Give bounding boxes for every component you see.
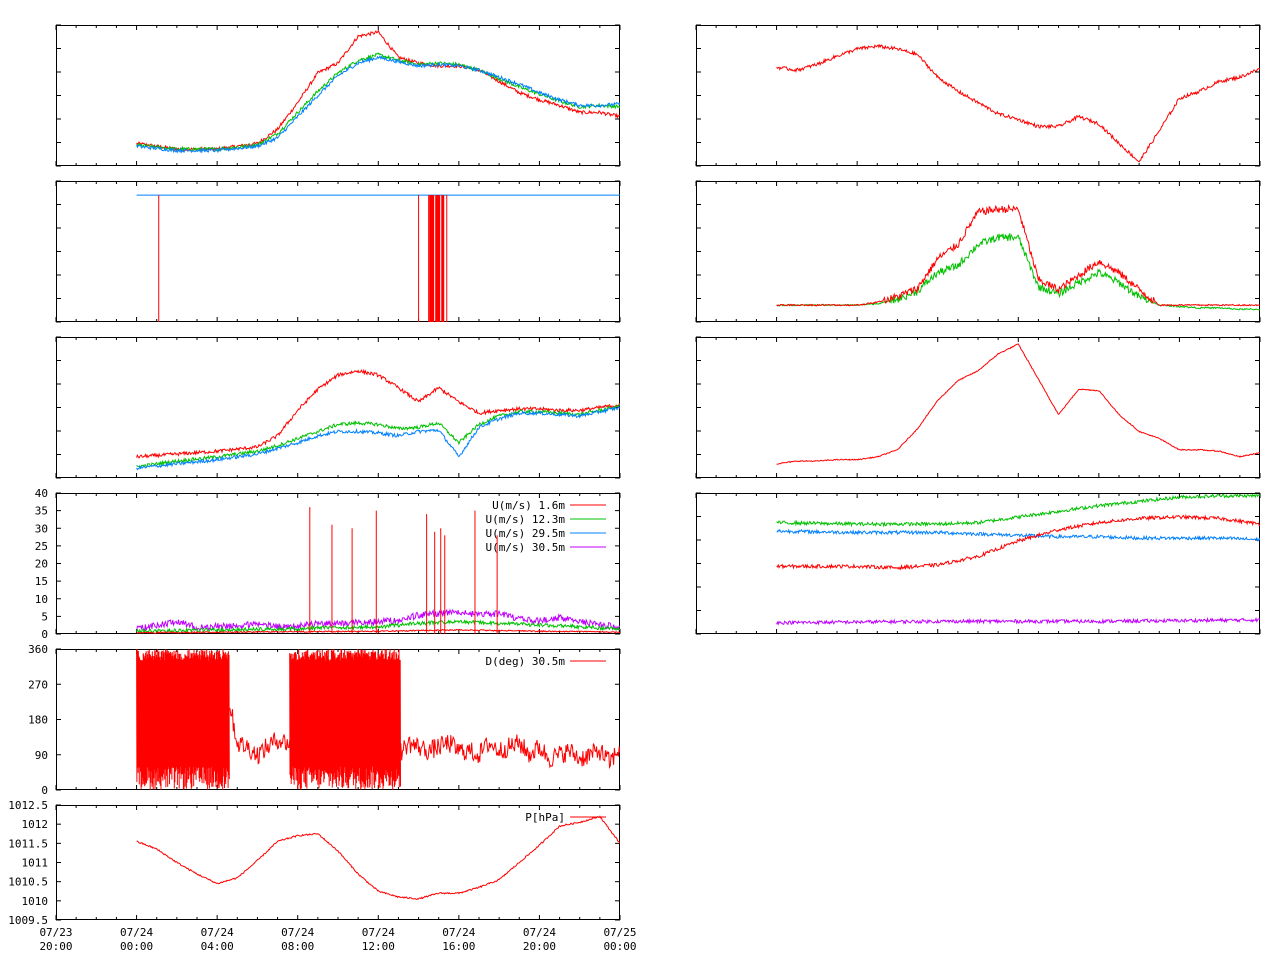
y-tick-label: 20 (35, 558, 48, 571)
series-line-3 (136, 628, 620, 634)
panel-R2 (695, 180, 1261, 323)
y-tick-label: 1010.5 (8, 876, 48, 889)
legend-label: U(m/s) 12.3m (486, 513, 566, 526)
panel-R4 (695, 492, 1261, 635)
series-line-1 (776, 43, 1260, 163)
panel-L6: 1009.5 1010 1010.5 1011 1011.5 1012 1012.5 P[hP… (8, 799, 621, 927)
y-tick-label: 1011 (22, 857, 49, 870)
x-tick-date: 07/24 (362, 926, 395, 939)
y-tick-label: 0 (41, 784, 48, 797)
x-tick-date: 07/24 (442, 926, 475, 939)
legend-label: U(m/s) 30.5m (486, 541, 566, 554)
y-tick-label: 90 (35, 749, 48, 762)
legend-label: D(deg) 30.5m (486, 655, 566, 668)
plot-area (136, 815, 620, 900)
plot-area (136, 29, 620, 154)
y-tick-label: 1012.5 (8, 799, 48, 812)
panel-L3 (55, 336, 621, 479)
x-tick-date: 07/23 (39, 926, 72, 939)
x-tick-date: 07/24 (201, 926, 234, 939)
series-line-1 (776, 232, 1260, 311)
panel-L1 (55, 24, 621, 167)
x-tick-time: 20:00 (523, 940, 556, 953)
series-line-1 (136, 815, 620, 900)
x-tick-date: 07/24 (281, 926, 314, 939)
legend-label: P[hPa] (525, 811, 565, 824)
panel-frame (696, 181, 1260, 322)
direction-wrap-burst (289, 649, 401, 790)
y-tick-label: 10 (35, 593, 48, 606)
plot-area (136, 368, 620, 471)
x-tick-time: 00:00 (603, 940, 636, 953)
series-line-3 (136, 55, 620, 154)
y-tick-label: 0 (41, 628, 48, 641)
plot-area (136, 649, 620, 790)
legend-label: U(m/s) 29.5m (486, 527, 566, 540)
panel-L2 (55, 180, 621, 323)
plot-area (776, 343, 1260, 465)
time-axis-labels: 07/2320:0007/2400:0007/2404:0007/2408:00… (39, 926, 636, 953)
plot-area (776, 493, 1260, 626)
series-line-4 (776, 616, 1260, 626)
y-tick-label: 5 (41, 610, 48, 623)
panel-R3 (695, 336, 1261, 479)
y-tick-label: 40 (35, 487, 48, 500)
legend-label: U(m/s) 1.6m (492, 499, 565, 512)
series-line-3 (136, 405, 620, 471)
plot-area (136, 507, 620, 634)
plot-area (776, 43, 1260, 163)
y-tick-label: 270 (28, 678, 48, 691)
panel-frame (696, 337, 1260, 478)
y-tick-label: 180 (28, 714, 48, 727)
series-line-1 (136, 608, 620, 632)
panel-frame (696, 493, 1260, 634)
x-tick-time: 16:00 (442, 940, 475, 953)
y-tick-label: 25 (35, 540, 48, 553)
y-tick-label: 15 (35, 575, 48, 588)
y-tick-label: 1012 (22, 818, 49, 831)
panel-R1 (695, 24, 1261, 167)
x-tick-time: 04:00 (201, 940, 234, 953)
x-tick-time: 08:00 (281, 940, 314, 953)
panel-frame (56, 181, 620, 322)
x-tick-time: 00:00 (120, 940, 153, 953)
series-line-1 (136, 368, 620, 459)
y-tick-label: 1011.5 (8, 837, 48, 850)
direction-wrap-burst (136, 649, 230, 790)
series-line-1 (136, 29, 620, 153)
series-line-1 (776, 493, 1260, 528)
x-tick-date: 07/25 (603, 926, 636, 939)
panel-L5: 0 90 180 270 360 D(deg) 30.5m (28, 643, 621, 797)
series-line-2 (776, 203, 1260, 307)
y-tick-label: 30 (35, 522, 48, 535)
series-line-1 (776, 343, 1260, 465)
series-line-2 (776, 528, 1260, 542)
plot-area (136, 194, 620, 322)
plot-area (776, 203, 1260, 311)
panel-frame (696, 25, 1260, 166)
x-tick-date: 07/24 (523, 926, 556, 939)
y-tick-label: 1010 (22, 895, 49, 908)
x-tick-date: 07/24 (120, 926, 153, 939)
x-tick-time: 20:00 (39, 940, 72, 953)
y-tick-label: 35 (35, 505, 48, 518)
y-tick-label: 1009.5 (8, 914, 48, 927)
series-line-1 (136, 656, 620, 770)
series-line-3 (776, 513, 1260, 571)
x-tick-time: 12:00 (362, 940, 395, 953)
y-tick-label: 360 (28, 643, 48, 656)
series-line-2 (136, 619, 620, 634)
